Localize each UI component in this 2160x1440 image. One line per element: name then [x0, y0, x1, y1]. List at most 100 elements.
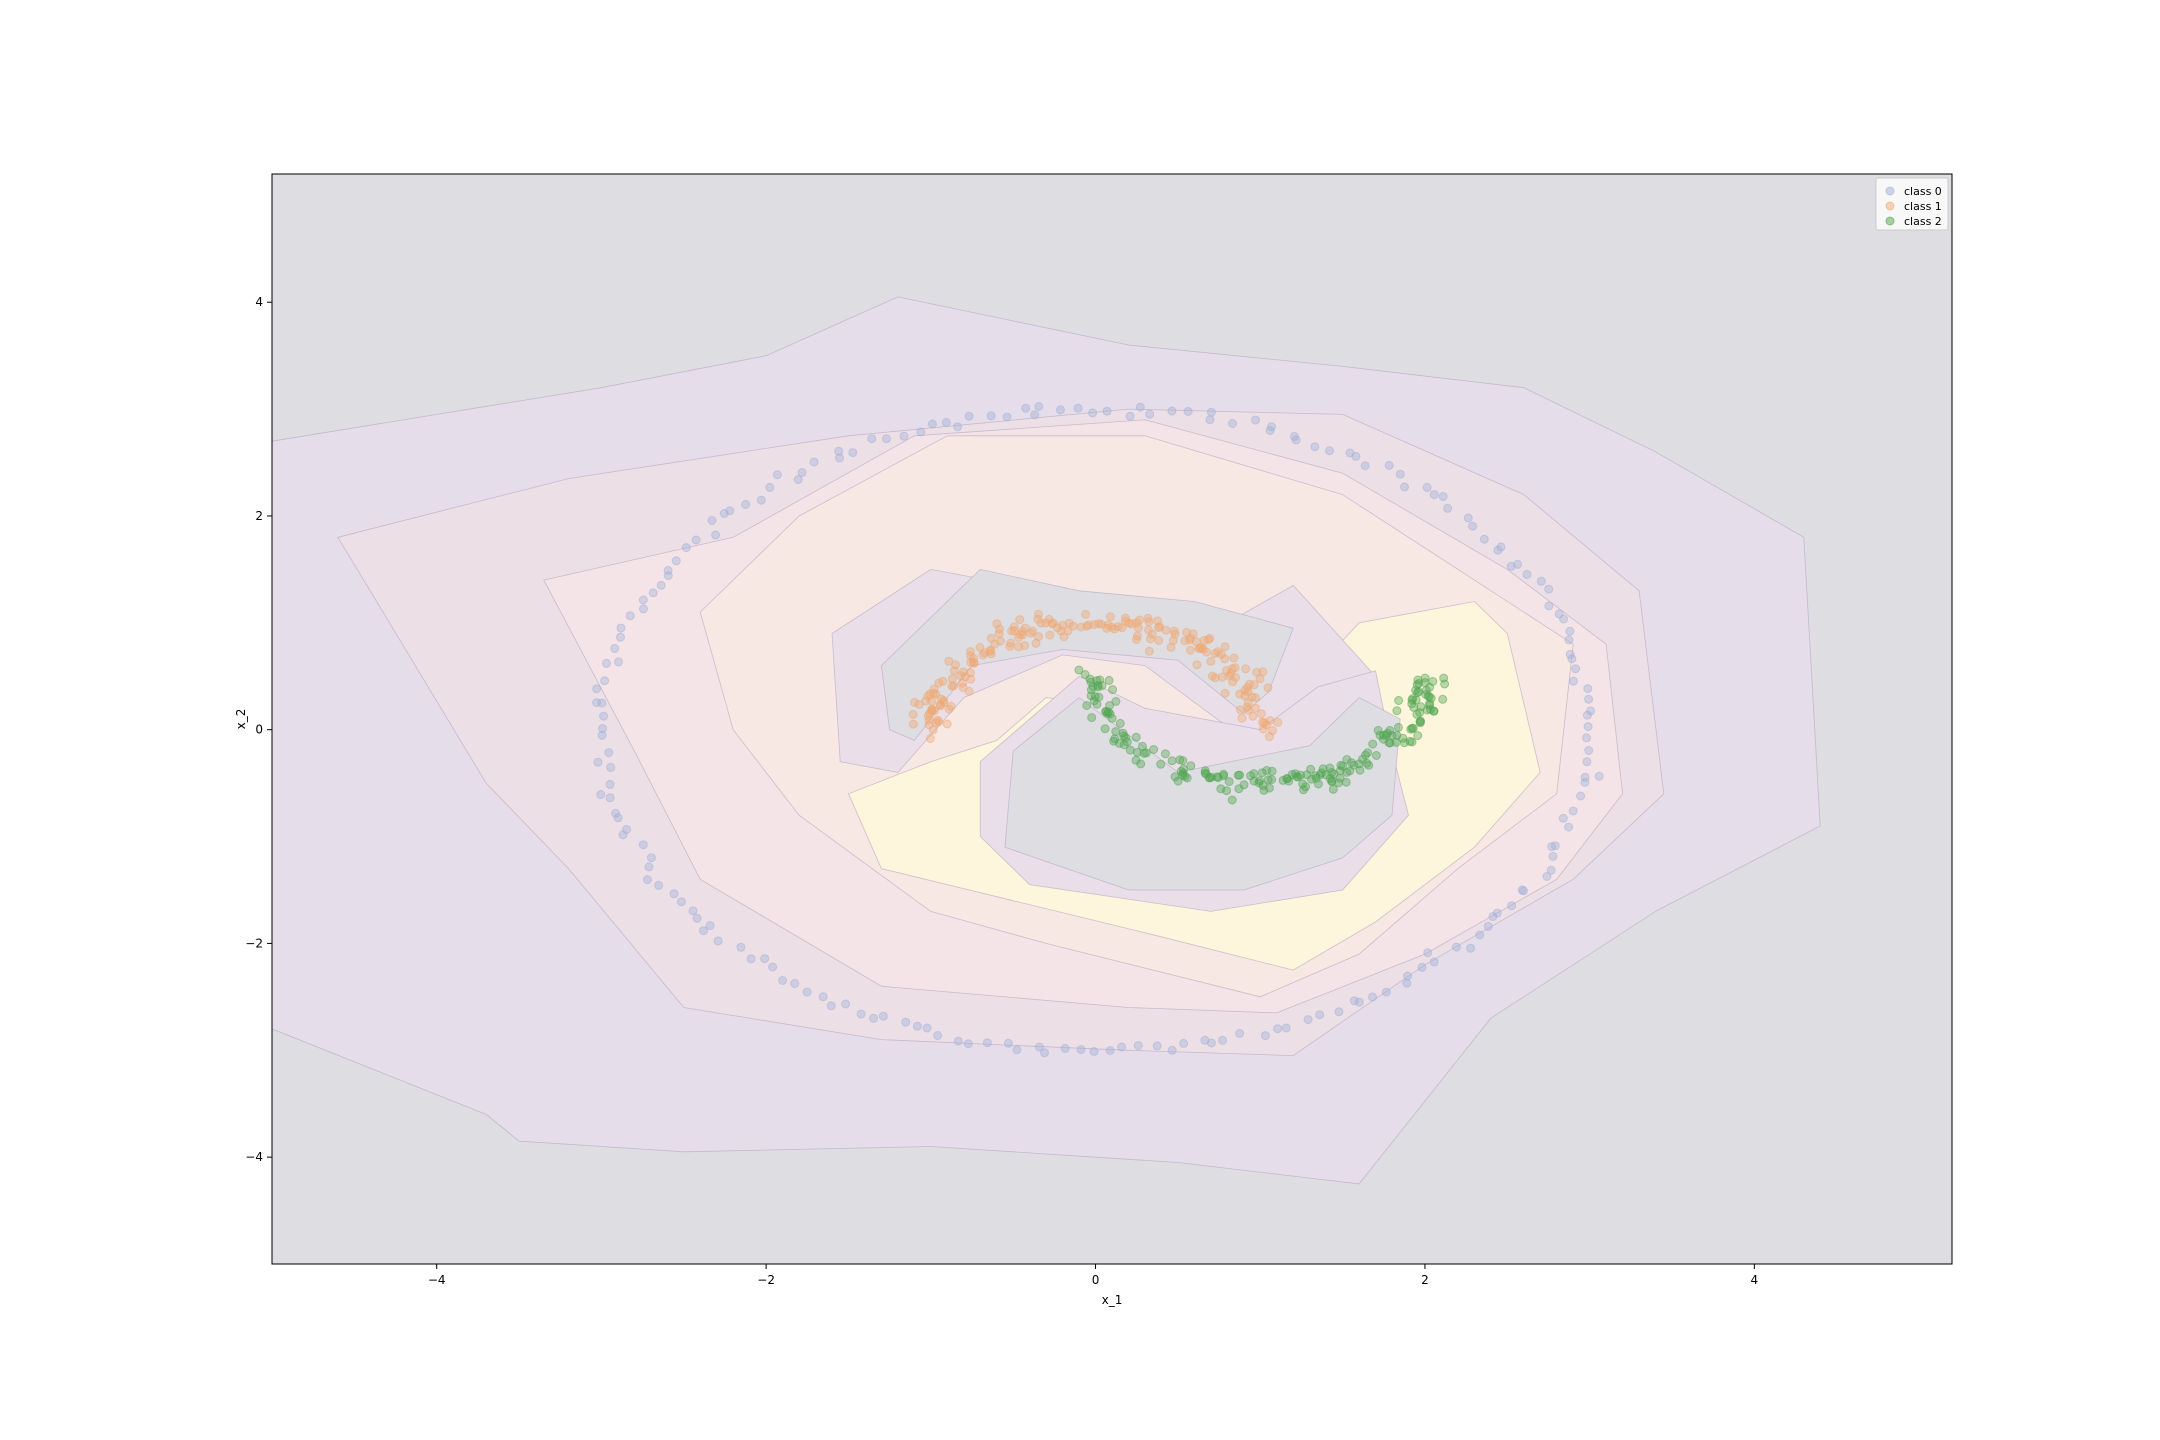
- point-2-144: [1425, 700, 1434, 710]
- point-0-61: [927, 419, 937, 429]
- point-0-65: [867, 434, 877, 444]
- point-0-8: [1565, 649, 1575, 659]
- point-2-192: [1139, 748, 1149, 758]
- point-0-125: [746, 954, 756, 964]
- contour-level-8: [1004, 697, 1401, 891]
- point-1-144: [949, 666, 959, 676]
- point-2-172: [1327, 768, 1337, 777]
- point-0-46: [1145, 409, 1155, 419]
- plot-area: [271, 173, 1953, 1265]
- point-1-26: [1153, 623, 1163, 632]
- y-axis-label: x_2: [234, 709, 248, 730]
- point-0-113: [646, 853, 656, 863]
- point-0-42: [1205, 415, 1215, 425]
- legend-label-1: class 1: [1904, 200, 1942, 213]
- point-0-108: [611, 808, 621, 818]
- point-1-176: [1018, 630, 1028, 640]
- point-2-190: [1122, 737, 1132, 747]
- point-0-98: [592, 698, 602, 708]
- point-0-189: [1550, 841, 1560, 851]
- point-0-3: [1584, 694, 1594, 704]
- point-0-91: [616, 632, 625, 642]
- point-2-151: [1222, 786, 1232, 796]
- point-1-81: [1020, 641, 1030, 650]
- point-1-112: [1144, 617, 1154, 627]
- point-2-65: [1074, 665, 1084, 675]
- point-1-165: [1041, 618, 1051, 628]
- point-0-152: [1117, 1042, 1127, 1052]
- point-2-67: [1160, 749, 1170, 759]
- point-0-102: [604, 748, 614, 758]
- point-1-106: [1132, 634, 1141, 644]
- point-0-178: [1475, 930, 1485, 940]
- point-2-53: [1132, 747, 1142, 757]
- x-tick-label-4: 4: [1751, 1273, 1759, 1287]
- point-0-134: [856, 1009, 866, 1019]
- point-1-141: [1168, 636, 1178, 645]
- point-0-126: [760, 954, 770, 964]
- point-2-39: [1186, 761, 1196, 771]
- point-0-70: [797, 468, 807, 477]
- y-tick-label-4: 4: [255, 295, 263, 309]
- point-0-104: [606, 762, 616, 772]
- point-0-175: [1423, 948, 1433, 958]
- point-0-130: [802, 987, 812, 997]
- point-0-82: [671, 556, 681, 566]
- point-0-0: [1583, 722, 1593, 732]
- point-0-149: [1076, 1045, 1086, 1054]
- point-1-143: [1251, 693, 1260, 703]
- point-0-39: [1265, 426, 1275, 435]
- point-0-72: [772, 470, 782, 480]
- point-1-66: [1263, 683, 1273, 693]
- point-2-120: [1383, 728, 1392, 738]
- point-1-147: [990, 639, 1000, 649]
- point-2-61: [1420, 673, 1430, 683]
- point-1-28: [908, 710, 918, 719]
- point-1-105: [1166, 642, 1176, 652]
- point-0-132: [826, 1001, 836, 1011]
- y-tick-label-1: −2: [245, 936, 263, 950]
- point-0-69: [809, 457, 819, 467]
- point-2-187: [1104, 675, 1114, 685]
- point-1-116: [947, 674, 957, 684]
- point-2-189: [1416, 702, 1426, 712]
- point-1-185: [949, 681, 959, 691]
- point-0-35: [1310, 442, 1320, 452]
- point-0-34: [1325, 446, 1334, 456]
- point-2-180: [1412, 709, 1422, 719]
- point-0-114: [644, 862, 654, 872]
- point-1-125: [1192, 660, 1202, 670]
- point-2-57: [1131, 732, 1141, 742]
- point-1-91: [1186, 645, 1195, 655]
- point-2-156: [1387, 731, 1397, 740]
- point-0-4: [1583, 684, 1593, 694]
- point-1-152: [1033, 614, 1043, 624]
- point-0-185: [1542, 872, 1552, 881]
- point-0-135: [869, 1013, 878, 1023]
- point-2-25: [1328, 784, 1338, 794]
- point-1-60: [1045, 630, 1055, 640]
- point-0-31: [1360, 461, 1370, 471]
- point-2-174: [1110, 734, 1120, 744]
- legend-marker-1: [1885, 201, 1895, 211]
- legend: class 0 class 1 class 2: [1875, 177, 1949, 231]
- point-1-153: [1121, 613, 1130, 623]
- point-1-189: [966, 674, 976, 684]
- point-0-129: [790, 979, 800, 988]
- point-0-50: [1088, 408, 1098, 418]
- point-0-142: [963, 1039, 973, 1049]
- point-0-9: [1564, 635, 1574, 645]
- point-0-67: [834, 446, 844, 456]
- point-0-92: [610, 644, 620, 653]
- point-0-74: [756, 495, 766, 505]
- point-1-195: [1144, 646, 1154, 656]
- point-1-180: [1205, 633, 1215, 643]
- point-0-86: [648, 588, 658, 598]
- point-1-135: [1005, 641, 1015, 651]
- point-1-122: [925, 734, 935, 743]
- point-0-52: [1056, 405, 1065, 415]
- point-0-192: [1568, 806, 1578, 816]
- point-0-71: [793, 475, 803, 484]
- x-tick-label-2: 0: [1092, 1273, 1100, 1287]
- point-2-131: [1258, 780, 1268, 790]
